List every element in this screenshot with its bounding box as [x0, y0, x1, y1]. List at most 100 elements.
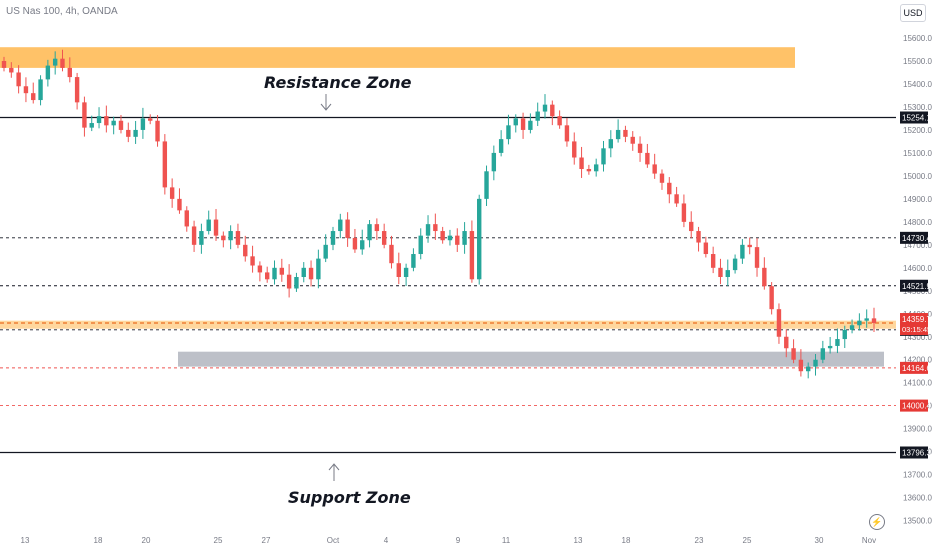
candle [520, 118, 526, 130]
candle [440, 231, 445, 241]
candle [827, 345, 833, 349]
currency-button[interactable]: USD [900, 4, 926, 22]
y-tick-label: 14300.0 [903, 333, 932, 342]
candle [367, 224, 372, 241]
y-tick-label: 15300.0 [903, 103, 932, 112]
candle [360, 240, 365, 250]
candle [791, 348, 796, 360]
candle [732, 258, 738, 271]
level-label: 14164.6 [902, 364, 931, 373]
candle [316, 258, 321, 280]
candle [140, 118, 146, 130]
candle [484, 171, 489, 199]
candle [213, 219, 219, 236]
candle [396, 263, 401, 278]
candle [104, 116, 109, 126]
candle [608, 139, 614, 149]
candle [469, 231, 475, 280]
candle [184, 210, 189, 227]
candle [411, 254, 416, 268]
x-tick-label: 27 [262, 536, 271, 545]
candle [111, 120, 116, 126]
candle [593, 164, 599, 172]
candle [221, 235, 226, 241]
candle [294, 277, 299, 289]
candle [491, 152, 497, 172]
level-label-bg [900, 231, 928, 244]
support-zone-label: Support Zone [288, 488, 411, 507]
candle [572, 141, 577, 158]
candle [586, 168, 592, 172]
y-tick-label: 15000.0 [903, 172, 932, 181]
candle [674, 194, 679, 204]
support-zone [178, 351, 884, 367]
candle [754, 247, 760, 268]
candle [67, 67, 72, 78]
price-zone [0, 320, 896, 329]
candle [864, 318, 869, 321]
candle [725, 270, 730, 278]
candle [769, 286, 774, 310]
candle [579, 157, 584, 169]
candle [462, 231, 467, 245]
candle [338, 219, 343, 232]
level-label-bg [900, 446, 928, 459]
candle [849, 325, 855, 330]
candle [243, 244, 248, 257]
candle [820, 348, 826, 360]
down-arrow-head [320, 103, 332, 111]
candle [615, 129, 621, 140]
y-tick-label: 15100.0 [903, 149, 932, 158]
candle [564, 125, 570, 142]
y-tick-label: 14200.0 [903, 356, 932, 365]
candle [9, 67, 14, 73]
candle [301, 267, 306, 278]
candle [389, 244, 394, 264]
candle [235, 231, 241, 245]
candle [703, 242, 709, 255]
candle [447, 235, 453, 241]
candle [542, 104, 548, 112]
candle [38, 79, 43, 101]
candle [762, 267, 767, 287]
candle [747, 244, 752, 248]
candle [31, 93, 36, 101]
candle [257, 265, 263, 273]
candle [155, 120, 160, 142]
candle [710, 254, 716, 268]
candle [381, 231, 387, 245]
candle [89, 123, 94, 128]
level-label: 13796.3 [902, 449, 931, 458]
candle [374, 224, 380, 232]
candle [74, 77, 80, 103]
x-tick-label: 20 [142, 536, 151, 545]
candle [652, 164, 657, 174]
y-tick-label: 14900.0 [903, 195, 932, 204]
candle [455, 235, 460, 245]
candle [835, 339, 840, 346]
y-tick-label: 13700.0 [903, 471, 932, 480]
candle [169, 187, 175, 199]
candle [477, 198, 482, 280]
candle [740, 244, 745, 259]
x-tick-label: Oct [327, 536, 340, 545]
candle [637, 143, 643, 153]
candle [228, 231, 233, 241]
lightning-icon[interactable]: ⚡ [869, 514, 885, 530]
candle [806, 366, 811, 372]
x-tick-label: 30 [815, 536, 824, 545]
x-tick-label: 4 [384, 536, 389, 545]
candle [250, 256, 255, 266]
candle [498, 139, 504, 153]
candle [82, 102, 87, 128]
candle [871, 318, 877, 324]
candle [403, 267, 409, 278]
candle [330, 231, 336, 245]
candle [433, 224, 438, 232]
candle [148, 118, 153, 121]
candle [601, 148, 606, 165]
candle [323, 244, 328, 259]
candle [535, 111, 540, 121]
candle [659, 173, 665, 183]
